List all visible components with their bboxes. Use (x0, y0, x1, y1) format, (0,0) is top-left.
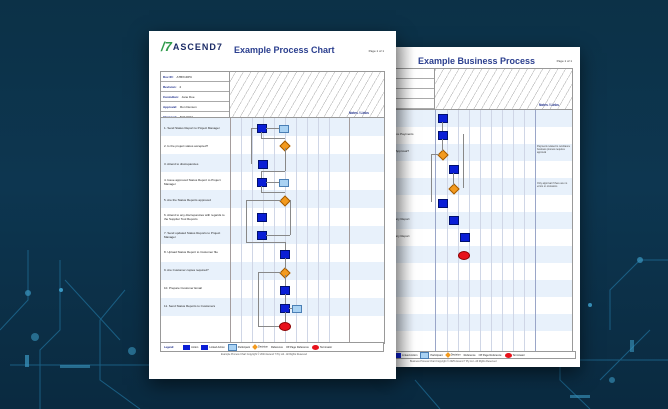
field-doc-id: Doc ID: A7BX1DPC (161, 72, 230, 82)
legend-participant: Participant (227, 343, 250, 351)
action-shape[interactable] (438, 199, 448, 208)
legend-decision: Decision (252, 344, 268, 350)
footer-copyright: Business Process Chart Copyright © 2025 … (410, 360, 497, 363)
document-title: Example Process Chart (234, 45, 335, 55)
field-revision: Revision: 2 (161, 82, 230, 92)
action-shape[interactable] (438, 131, 448, 140)
field-changed: Changed: 8/11/2024 (163, 114, 193, 119)
process-chart-document[interactable]: /7 ASCEND7 Example Process Chart Page 1 … (149, 31, 396, 379)
step-label: ...ary Report (393, 234, 410, 238)
field-approval: Approval: Ron Denson (161, 102, 230, 112)
legend-title: Legend: (164, 345, 175, 349)
terminator-shape[interactable] (458, 251, 470, 260)
step-label: 7. Send updated Status Reports to Projec… (164, 231, 221, 239)
step-label: ...Approval? (393, 149, 409, 153)
notes-links-header: Notes / Links (349, 111, 369, 115)
step-label: 4. Issue approved Status Report to Proje… (164, 178, 221, 186)
ascend7-logo-icon: /7 (161, 39, 172, 54)
notes-links-header: Notes / Links (539, 103, 559, 107)
ascend7-logo: /7 ASCEND7 (161, 39, 223, 54)
document-title: Example Business Process (418, 56, 536, 66)
legend-reference: Reference (270, 345, 283, 349)
legend-terminator: Terminator (311, 344, 332, 350)
process-grid: 1. Send Status Report to Project Manager… (160, 117, 385, 344)
action-shape[interactable] (257, 213, 267, 222)
field-custodian: Custodian: Jane Doe (161, 92, 230, 102)
action-shape[interactable] (449, 216, 459, 225)
step-label: 11. Send Status Reports to Customers (164, 304, 216, 308)
roles-header (229, 71, 385, 119)
legend-reference: Reference (463, 353, 476, 357)
legend-linked-action: Linked Action (394, 352, 417, 358)
legend-linked-action: Linked Action (201, 344, 225, 350)
page-number: Page 1 of 1 (556, 59, 572, 63)
step-label: 5. Are the Status Reports approved (164, 198, 211, 202)
roles-header (434, 68, 573, 111)
step-label: 10. Prepare Customer Email (164, 286, 202, 290)
business-process-document[interactable]: Example Business Process Page 1 of 1 Not… (390, 47, 580, 367)
terminator-shape[interactable] (279, 322, 291, 331)
participant-shape[interactable] (279, 179, 289, 187)
step-label: ...ice Payments (393, 132, 414, 136)
step-label: 3. Attend to discrepancies (164, 162, 199, 166)
participant-shape[interactable] (292, 305, 302, 313)
document-info-fields: Doc ID: A7BX1DPC Revision: 2 Custodian: Jan… (160, 71, 231, 119)
action-shape[interactable] (460, 233, 470, 242)
step-label: 9. Are Customer copies required? (164, 268, 209, 272)
action-shape[interactable] (438, 114, 448, 123)
legend-terminator: Terminator (504, 352, 525, 358)
step-label: 2. Is the project status accepted? (164, 144, 209, 148)
legend-action: Action (183, 344, 198, 350)
process-grid: ...ice Payments ...Approval? ...ary Repo… (390, 109, 573, 353)
note-text: Only approval if there are no errors or … (537, 182, 568, 188)
legend-off-page-reference: Off Page Reference (478, 353, 502, 357)
legend: Legend: Action Linked Action Participant… (160, 342, 384, 352)
note-text: Payments related to remittance business … (537, 145, 571, 154)
action-shape[interactable] (449, 165, 459, 174)
legend-off-page-reference: Off Page Reference (285, 345, 309, 349)
legend: Linked Action Participant Decision Refer… (390, 351, 576, 359)
footer-copyright: Example Process Chart Copyright © 2024 A… (221, 353, 308, 356)
step-label: 8. Upload Status Report to Customer file (164, 250, 218, 254)
step-label: 6. Attend to any discrepancies with rega… (164, 213, 225, 221)
legend-decision: Decision (444, 352, 461, 358)
step-label: ...ary Report (393, 217, 410, 221)
step-label: 1. Send Status Report to Project Manager (164, 126, 220, 130)
legend-participant: Participant (420, 351, 443, 359)
document-info-fields (390, 68, 436, 111)
action-shape[interactable] (258, 160, 268, 169)
participant-shape[interactable] (279, 125, 289, 133)
page-number: Page 1 of 1 (368, 49, 384, 53)
